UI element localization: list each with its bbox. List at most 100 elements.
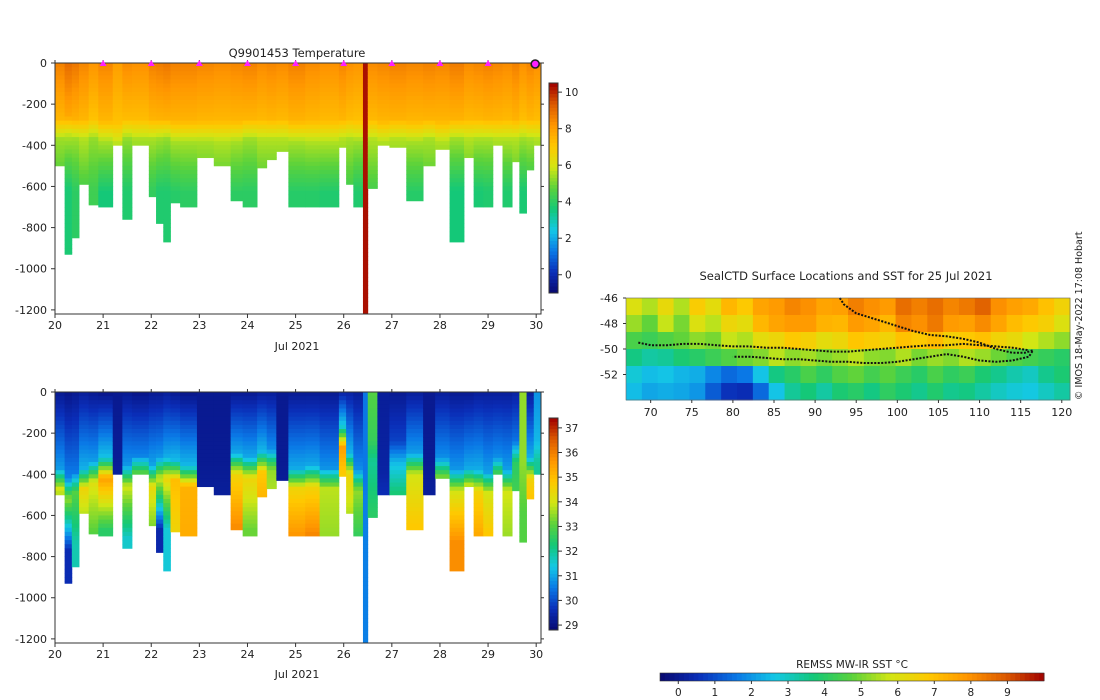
data-cell xyxy=(148,404,157,409)
data-cell xyxy=(156,437,164,442)
data-cell xyxy=(88,95,99,101)
data-cell xyxy=(362,577,369,582)
data-cell xyxy=(148,186,157,191)
data-cell xyxy=(353,507,364,512)
data-cell xyxy=(163,182,171,187)
data-cell xyxy=(519,124,527,130)
sst-cell xyxy=(927,383,944,401)
data-cell xyxy=(423,420,436,426)
data-cell xyxy=(483,165,494,171)
data-cell xyxy=(230,79,244,84)
data-cell xyxy=(71,470,80,475)
data-cell xyxy=(98,182,114,187)
data-cell xyxy=(492,420,503,426)
colorbar-segment xyxy=(549,605,558,610)
map-x-tick-label: 90 xyxy=(808,406,822,419)
data-cell xyxy=(180,194,198,200)
data-cell xyxy=(163,165,171,171)
data-cell xyxy=(55,75,66,80)
data-cell xyxy=(148,149,157,154)
data-cell xyxy=(473,128,484,134)
data-cell xyxy=(112,470,123,475)
data-cell xyxy=(163,556,171,562)
data-cell xyxy=(319,157,340,163)
salinity-panel: 20 21 22 23 24 25 26 27 28 29 300-200-400-600-800-… xyxy=(15,386,579,681)
data-cell xyxy=(79,87,90,93)
data-cell xyxy=(213,424,232,430)
sst-colorbar-segment xyxy=(928,673,935,681)
data-cell xyxy=(112,449,123,455)
data-cell xyxy=(502,149,513,154)
data-cell xyxy=(122,215,133,220)
data-cell xyxy=(64,498,73,504)
data-cell xyxy=(492,457,503,463)
data-cell xyxy=(389,461,407,467)
data-cell xyxy=(449,416,465,422)
data-cell xyxy=(526,145,535,150)
data-cell xyxy=(131,95,150,101)
data-cell xyxy=(98,165,114,171)
sst-cell xyxy=(768,315,786,333)
data-cell xyxy=(180,461,198,467)
data-cell xyxy=(367,132,378,138)
data-cell xyxy=(196,132,215,138)
data-cell xyxy=(533,408,542,413)
data-cell xyxy=(502,400,513,405)
data-cell xyxy=(502,112,513,117)
data-cell xyxy=(230,527,244,531)
x-tick-label: 20 xyxy=(48,648,62,661)
data-cell xyxy=(512,486,520,492)
data-cell xyxy=(266,396,277,401)
data-cell xyxy=(512,433,520,438)
data-cell xyxy=(79,83,90,89)
data-cell xyxy=(288,108,306,113)
data-cell xyxy=(377,408,390,413)
data-cell xyxy=(319,178,340,183)
data-cell xyxy=(319,149,340,154)
sst-colorbar-segment xyxy=(780,673,786,681)
data-cell xyxy=(502,132,513,138)
colorbar-segment xyxy=(549,485,558,490)
data-cell xyxy=(519,79,527,84)
data-cell xyxy=(473,429,484,434)
data-cell xyxy=(519,461,527,467)
data-cell xyxy=(492,100,503,105)
data-cell xyxy=(353,161,364,167)
sst-colorbar-segment xyxy=(880,673,887,681)
colorbar-tick-label: 0 xyxy=(565,270,572,282)
data-cell xyxy=(98,202,114,208)
data-cell xyxy=(156,523,164,529)
data-cell xyxy=(242,100,258,105)
colorbar-segment xyxy=(549,488,558,493)
data-cell xyxy=(55,457,66,463)
data-cell xyxy=(180,466,198,471)
sst-cell xyxy=(784,332,801,350)
data-cell xyxy=(148,420,157,426)
data-cell xyxy=(319,445,340,451)
data-cell xyxy=(156,445,164,451)
data-cell xyxy=(492,91,503,97)
data-cell xyxy=(449,564,465,570)
data-cell xyxy=(71,453,80,459)
data-cell xyxy=(512,437,520,442)
data-cell xyxy=(338,416,347,422)
data-cell xyxy=(367,182,378,187)
data-cell xyxy=(196,433,215,438)
data-cell xyxy=(122,157,133,163)
data-cell xyxy=(131,67,150,72)
data-cell xyxy=(148,474,157,479)
data-cell xyxy=(163,141,171,146)
data-cell xyxy=(346,466,354,471)
data-cell xyxy=(362,120,369,126)
data-cell xyxy=(288,194,306,200)
data-cell xyxy=(288,408,306,413)
colorbar-tick-label: 35 xyxy=(565,472,578,484)
data-cell xyxy=(512,137,520,142)
data-cell xyxy=(319,474,340,479)
profile-column xyxy=(230,392,244,531)
data-cell xyxy=(79,494,90,500)
data-cell xyxy=(435,100,450,105)
data-cell xyxy=(163,540,171,545)
profile-column xyxy=(213,392,232,496)
data-cell xyxy=(163,137,171,142)
